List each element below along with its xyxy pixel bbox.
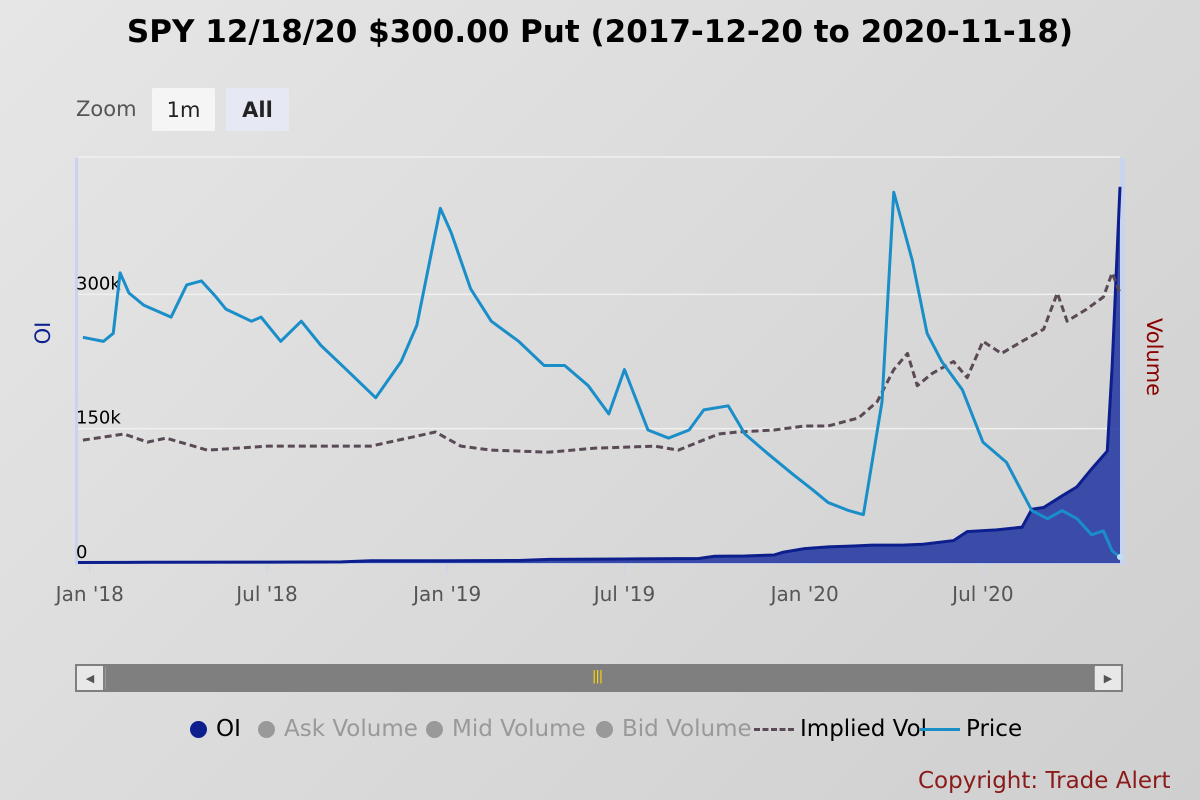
legend-label-oi: OI	[216, 716, 241, 742]
legend-label-mid-volume: Mid Volume	[452, 716, 586, 742]
left-tick-label: 300k	[76, 273, 121, 294]
x-tick-label: Jul '18	[234, 582, 297, 606]
price-end-marker	[1117, 553, 1123, 560]
zoom-label: Zoom	[76, 97, 137, 121]
series-group	[77, 186, 1123, 565]
scroll-left-button[interactable]: ◀	[77, 666, 103, 690]
legend-item-implied-vol[interactable]: Implied Vol	[754, 716, 927, 742]
oi-dot-icon	[190, 720, 207, 738]
chart-title: SPY 12/18/20 $300.00 Put (2017-12-20 to …	[126, 14, 1074, 50]
price-line-icon	[920, 727, 960, 731]
zoom-1m-button[interactable]: 1m	[152, 88, 215, 131]
oi-line	[77, 186, 1122, 565]
implied-vol-line	[82, 271, 1122, 454]
ask-volume-dot-icon	[258, 720, 275, 738]
legend: OI Ask Volume Mid Volume Bid Volume Impl…	[0, 716, 1200, 750]
x-axis-ticks: Jan '18 Jul '18 Jan '19 Jul '19 Jan '20 Jul '…	[54, 563, 1014, 606]
legend-item-oi[interactable]: OI	[190, 716, 241, 742]
legend-label-bid-volume: Bid Volume	[622, 716, 752, 742]
implied-vol-line-icon	[754, 727, 794, 731]
mid-volume-dot-icon	[426, 720, 443, 738]
navigator-scrollbar[interactable]: ◀ ||| ▶	[75, 664, 1123, 692]
x-tick-label: Jul '19	[592, 582, 655, 606]
copyright: Copyright: Trade Alert	[918, 768, 1171, 794]
oi-area	[78, 186, 1120, 563]
scroll-grip-icon: |||	[592, 669, 603, 684]
zoom-all-button[interactable]: All	[226, 88, 289, 131]
bid-volume-dot-icon	[596, 720, 613, 738]
price-line	[82, 190, 1121, 559]
scroll-thumb[interactable]: |||	[105, 667, 1095, 689]
right-axis-band	[1120, 158, 1125, 565]
legend-label-ask-volume: Ask Volume	[284, 716, 418, 742]
legend-label-implied-vol: Implied Vol	[800, 716, 928, 742]
legend-label-price: Price	[966, 716, 1023, 742]
legend-item-price[interactable]: Price	[920, 716, 1022, 742]
left-axis-ticks: 0 150k 300k	[76, 273, 121, 563]
left-tick-label: 0	[76, 542, 87, 563]
legend-item-bid-volume[interactable]: Bid Volume	[596, 716, 752, 742]
legend-item-mid-volume[interactable]: Mid Volume	[426, 716, 586, 742]
x-tick-label: Jan '19	[411, 582, 481, 606]
left-tick-label: 150k	[76, 408, 121, 429]
grid-lines	[75, 156, 1125, 565]
scroll-right-button[interactable]: ▶	[1095, 666, 1121, 690]
legend-item-ask-volume[interactable]: Ask Volume	[258, 716, 418, 742]
x-tick-label: Jan '18	[54, 582, 124, 606]
left-axis-band	[75, 158, 78, 565]
x-tick-label: Jul '20	[950, 582, 1013, 606]
x-tick-label: Jan '20	[769, 582, 839, 606]
